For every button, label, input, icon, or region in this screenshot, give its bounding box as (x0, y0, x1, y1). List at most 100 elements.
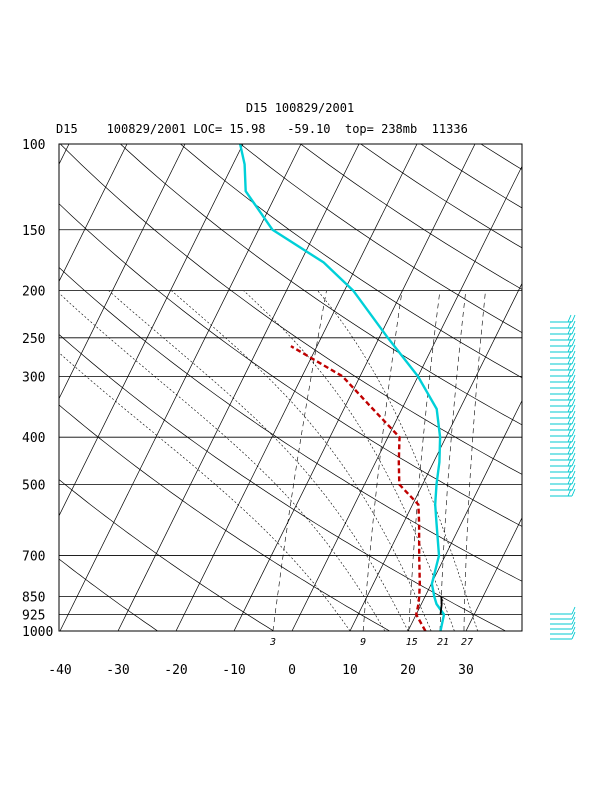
dry-adiabat-line (59, 479, 274, 631)
wind-barb-flag (571, 440, 576, 449)
wind-barb-flag (567, 482, 572, 491)
y-tick-label: 150 (22, 224, 45, 239)
y-tick-label: 400 (22, 431, 45, 446)
moist-adiabat-line (243, 290, 455, 631)
wind-barb-flag (567, 320, 572, 329)
moist-adiabat-line (59, 352, 351, 631)
wind-barb-flag (571, 392, 576, 401)
y-tick-label: 850 (22, 591, 45, 606)
wind-barb-flag (571, 410, 576, 419)
wind-barb-flag (567, 332, 572, 341)
dry-adiabat-line (59, 404, 390, 631)
wind-barb-flag (571, 464, 576, 473)
y-tick-label: 250 (22, 332, 45, 347)
wind-barb-flag (567, 452, 572, 461)
wind-barb-flag (571, 422, 576, 431)
wind-barb-flag (567, 368, 572, 377)
wind-barb-flag (571, 631, 576, 640)
wind-barb-flag (567, 362, 572, 371)
dry-adiabat-line (180, 144, 522, 379)
wind-barb-flag (567, 434, 572, 443)
moist-adiabat-line (108, 290, 409, 631)
mixing-ratio-label: 27 (461, 637, 473, 648)
wind-barb-flag (567, 410, 572, 419)
isotherm-line (233, 144, 476, 631)
wind-barb-flag (571, 362, 576, 371)
mixing-ratio-label: 21 (437, 637, 449, 648)
wind-barb-flag (567, 464, 572, 473)
wind-barb-flag (571, 458, 576, 467)
dry-adiabat-line (480, 144, 522, 170)
y-tick-label: 925 (22, 609, 45, 624)
y-tick-label: 500 (22, 478, 45, 493)
mixing-ratio-line (439, 290, 467, 631)
x-tick-label: -30 (106, 663, 129, 678)
wind-barb-flag (567, 428, 572, 437)
y-tick-label: 700 (22, 550, 45, 565)
wind-barb-flag (567, 446, 572, 455)
wind-barb-flag (571, 416, 576, 425)
wind-barb-flag (571, 621, 576, 630)
wind-barb-flag (567, 416, 572, 425)
y-tick-label: 100 (22, 138, 45, 153)
isotherm-line (349, 282, 522, 631)
wind-barb-flag (571, 482, 576, 491)
wind-barb-flag (567, 470, 572, 479)
wind-barb-flag (567, 380, 572, 389)
x-tick-label: 30 (458, 663, 474, 678)
x-tick-label: -40 (48, 663, 71, 678)
wind-barb-flag (571, 356, 576, 365)
wind-barb-flag (571, 616, 576, 625)
y-tick-label: 200 (22, 285, 45, 300)
y-tick-label: 300 (22, 370, 45, 385)
isotherm-line (582, 144, 612, 631)
wind-barb-flag (567, 422, 572, 431)
wind-barb-flag (567, 356, 572, 365)
wind-barb-flag (571, 326, 576, 335)
wind-barb-flag (571, 380, 576, 389)
wind-barb-flag (571, 626, 576, 635)
x-tick-label: 10 (342, 663, 358, 678)
mixing-ratio-line (272, 290, 327, 631)
wind-barb-flag (571, 470, 576, 479)
mixing-ratio-label: 3 (269, 637, 276, 648)
chart-subtitle: D15 100829/2001 LOC= 15.98 -59.10 top= 2… (56, 122, 468, 136)
mixing-ratio-label: 9 (360, 637, 366, 648)
wind-barb-flag (571, 606, 576, 615)
isotherm-line (465, 517, 522, 631)
isotherm-line (59, 144, 186, 400)
mixing-ratio-label: 15 (406, 637, 418, 648)
grid-layer (59, 144, 612, 631)
wind-barb-flag (571, 446, 576, 455)
wind-barb-flag (567, 350, 572, 359)
dewpoint-profile-line (290, 345, 427, 631)
dry-adiabat-line (60, 144, 522, 475)
wind-barb-flag (571, 398, 576, 407)
wind-barbs (550, 314, 576, 640)
wind-barb-flag (571, 350, 576, 359)
wind-barb-flag (571, 338, 576, 347)
x-tick-label: 20 (400, 663, 416, 678)
isotherm-line (59, 144, 128, 283)
dry-adiabat-line (59, 333, 506, 631)
wind-barb-flag (567, 374, 572, 383)
x-tick-label: 0 (288, 663, 296, 678)
chart-title: D15 100829/2001 (246, 101, 354, 115)
x-tick-label: -20 (164, 663, 187, 678)
mixing-ratio-line (463, 290, 486, 631)
wind-barb-flag (571, 452, 576, 461)
wind-barb-flag (567, 392, 572, 401)
x-tick-label: -10 (222, 663, 245, 678)
wind-barb-flag (571, 344, 576, 353)
wind-barb-flag (567, 488, 572, 497)
dry-adiabat-line (601, 144, 612, 631)
dry-adiabat-line (59, 203, 522, 527)
wind-barb-flag (571, 488, 576, 497)
wind-barb-flag (567, 326, 572, 335)
wind-barb-flag (571, 386, 576, 395)
dry-adiabat-line (541, 144, 612, 631)
wind-barb-flag (571, 434, 576, 443)
wind-barb-flag (567, 344, 572, 353)
wind-barb-flag (571, 428, 576, 437)
mixing-ratio-line (408, 290, 441, 631)
